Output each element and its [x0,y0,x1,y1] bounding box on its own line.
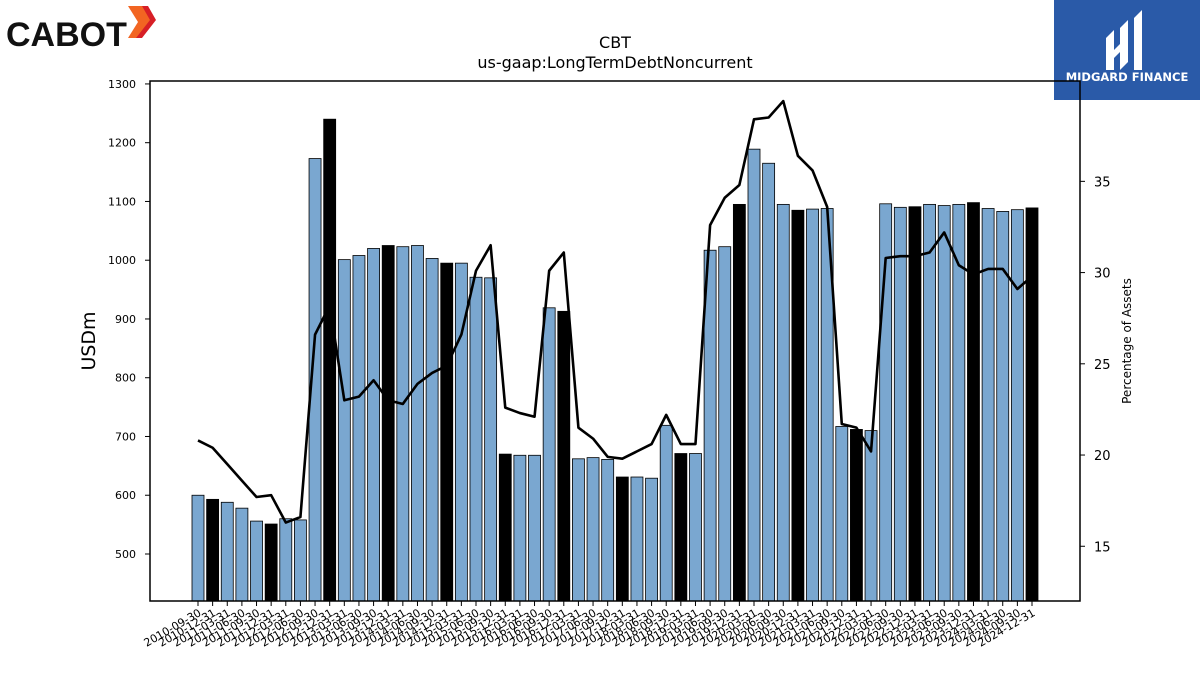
plot-frame [149,80,1081,602]
bar-2012-12-31 [323,118,337,602]
bar-2022-12-31 [908,206,922,602]
bar-2011-12-31 [264,523,278,602]
bar-2019-09-30 [718,246,732,602]
y2-tick-label: 25 [1094,358,1111,373]
y2-tick-label: 15 [1094,540,1111,555]
bar-2012-06-30 [294,519,307,602]
bar-2019-12-31 [732,203,746,602]
y-tick-label: 800 [115,372,136,385]
bar-2018-06-30 [645,477,658,602]
percentage-line [197,99,1033,524]
bar-2016-12-31 [557,310,571,602]
bar-2022-09-30 [893,206,907,602]
y2-axis-label: Percentage of Assets [1120,278,1134,404]
cabot-logo-text: CABOT [6,16,127,54]
bar-2017-03-31 [572,458,585,602]
bar-2020-03-31 [747,148,761,602]
bar-2016-03-31 [513,454,527,602]
bar-2017-09-30 [601,458,615,602]
bar-2011-03-31 [220,501,234,602]
bar-2021-03-31 [806,208,819,602]
bar-2012-03-31 [279,518,293,602]
y-tick-label: 900 [115,313,136,326]
bar-2017-12-31 [615,476,629,602]
bar-2023-12-31 [967,202,980,602]
y-tick-label: 1000 [108,254,136,267]
bar-2018-09-30 [659,424,673,602]
y-tick-label: 600 [115,489,136,502]
midgard-logo-text: MIDGARD FINANCE [1066,70,1189,84]
bar-2013-12-31 [381,245,395,602]
bar-2011-09-30 [250,520,263,602]
bar-2013-09-30 [367,248,380,602]
bar-2021-09-30 [835,426,849,602]
y2-tick-label: 20 [1094,449,1111,464]
bar-2024-09-30 [1010,209,1024,602]
midgard-emblem-icon [1106,10,1142,70]
bar-2010-12-31 [206,498,220,602]
chart-title: CBT [599,33,631,52]
y-axis-label: USDm [78,311,100,370]
midgard-finance-logo: MIDGARD FINANCE [1054,0,1200,100]
bar-2016-09-30 [542,307,556,602]
bar-2018-03-31 [630,476,644,602]
bar-2014-06-30 [411,245,424,602]
bar-2013-06-30 [352,255,366,602]
bar-2015-12-31 [498,453,512,602]
bar-2023-06-30 [937,205,951,602]
bar-2023-03-31 [923,203,936,602]
bar-2021-12-31 [850,429,863,602]
bar-2020-12-31 [791,209,805,602]
bar-2018-12-31 [674,453,688,602]
bar-2024-12-31 [1025,207,1039,602]
y-tick-label: 1200 [108,137,136,150]
bar-2020-06-30 [762,162,776,602]
y-tick-label: 700 [115,430,136,443]
bar-2014-12-31 [440,262,454,602]
bar-2019-03-31 [689,453,702,602]
bar-2015-06-30 [469,276,483,602]
y-tick-label: 500 [115,548,136,561]
bar-2014-09-30 [425,258,439,602]
cabot-logo: CABOT [6,6,156,54]
y-tick-label: 1100 [108,195,136,208]
bar-series [191,118,1039,602]
bar-2017-06-30 [586,457,600,602]
y2-tick-label: 35 [1094,175,1111,190]
bar-2020-09-30 [776,203,790,602]
bar-2016-06-30 [528,454,541,602]
chart-subtitle: us-gaap:LongTermDebtNoncurrent [477,53,752,72]
bar-2011-06-30 [235,507,249,602]
y-tick-label: 1300 [108,78,136,91]
bar-2014-03-31 [396,246,410,602]
x-axis: 2010-09-302010-12-312011-03-312011-06-30… [142,601,1038,650]
bar-2013-03-31 [337,259,351,602]
y-axis-left: 500 600 700 800 900 1000 1100 1200 1300 [108,78,150,561]
y2-tick-label: 30 [1094,267,1111,282]
line-series [197,99,1033,524]
bar-2022-03-31 [864,430,878,602]
y-axis-right: 15 20 25 30 35 [1080,175,1111,555]
bar-2015-09-30 [484,277,498,602]
cabot-flame-accent-icon [136,6,156,38]
bar-2010-09-30 [191,494,205,602]
bar-2024-03-31 [981,208,995,602]
